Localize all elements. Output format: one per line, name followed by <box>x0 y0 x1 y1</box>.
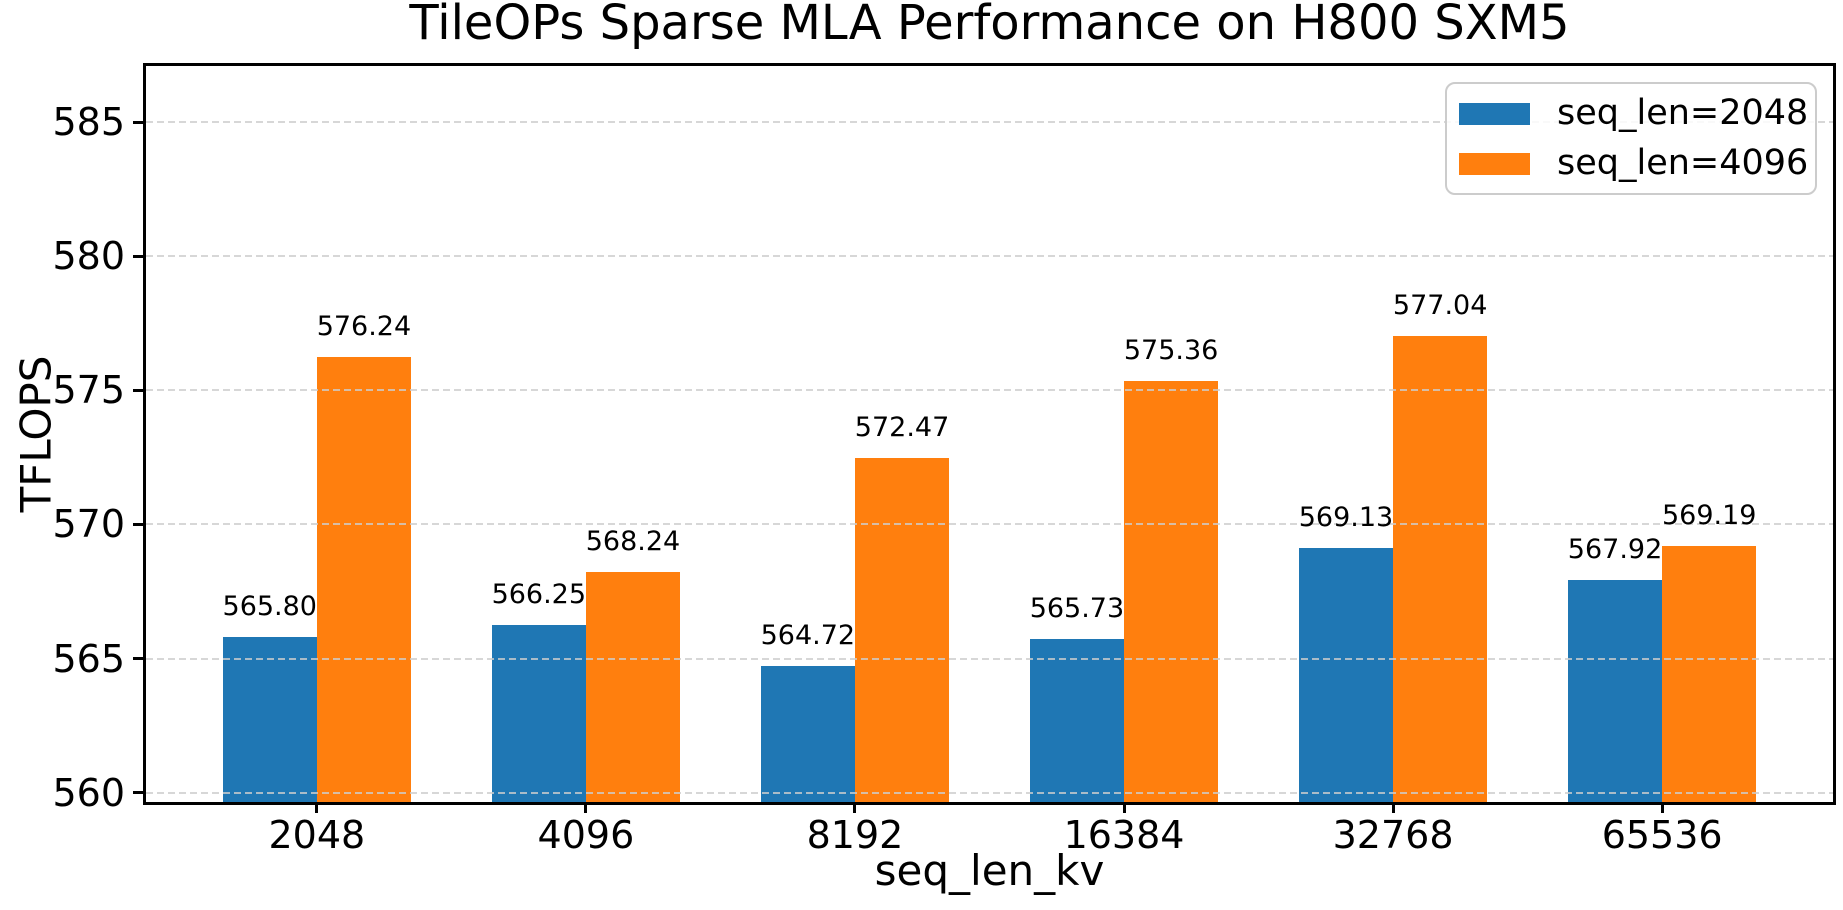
bar-seq-len-2048-32768 <box>1298 547 1394 802</box>
x-tick-label: 65536 <box>1601 813 1723 857</box>
bar-seq-len-4096-8192 <box>854 458 950 802</box>
legend-swatch-orange <box>1459 152 1530 175</box>
legend-label: seq_len=2048 <box>1557 93 1809 133</box>
bar-value-label: 566.25 <box>491 579 587 611</box>
x-tick <box>1391 803 1395 813</box>
x-tick-label: 32768 <box>1332 813 1454 857</box>
y-tick-label: 575 <box>52 368 125 413</box>
y-tick-label: 565 <box>52 636 125 681</box>
x-tick <box>315 803 319 813</box>
bar-value-label: 569.19 <box>1661 500 1757 532</box>
legend-item: seq_len=4096 <box>1459 145 1815 182</box>
chart-title: TileOPs Sparse MLA Performance on H800 S… <box>409 0 1570 51</box>
y-tick <box>133 791 143 795</box>
bar-value-label: 565.73 <box>1029 592 1125 624</box>
y-tick <box>133 388 143 392</box>
y-tick-label: 580 <box>52 234 125 279</box>
bar-seq-len-4096-4096 <box>585 571 681 802</box>
x-tick-label: 2048 <box>268 813 366 857</box>
bar-value-label: 577.04 <box>1392 289 1488 321</box>
legend-swatch-blue <box>1459 102 1530 125</box>
x-tick <box>1122 803 1126 813</box>
bar-value-label: 576.24 <box>316 311 412 343</box>
bar-seq-len-4096-32768 <box>1393 335 1488 802</box>
bar-value-label: 572.47 <box>854 412 950 444</box>
x-tick <box>584 803 588 813</box>
y-tick-label: 585 <box>52 100 125 145</box>
bar-value-label: 569.13 <box>1298 501 1394 533</box>
bar-seq-len-2048-16384 <box>1029 638 1124 802</box>
x-tick-label: 8192 <box>806 813 904 857</box>
x-axis-label: seq_len_kv <box>874 846 1105 895</box>
legend: seq_len=2048 seq_len=4096 <box>1445 82 1817 195</box>
gridline-y-580 <box>146 255 1833 258</box>
gridline-y-575 <box>146 389 1833 392</box>
y-tick <box>133 522 143 526</box>
x-tick-label: 16384 <box>1063 813 1185 857</box>
x-tick <box>1660 803 1664 813</box>
bar-value-label: 568.24 <box>585 525 681 557</box>
y-tick <box>133 254 143 258</box>
bar-value-label: 565.80 <box>222 591 317 623</box>
x-tick-label: 4096 <box>537 813 635 857</box>
y-tick-label: 560 <box>52 770 125 815</box>
legend-label: seq_len=4096 <box>1557 143 1809 183</box>
bar-seq-len-4096-65536 <box>1662 546 1757 802</box>
bar-seq-len-2048-2048 <box>222 637 317 802</box>
bar-seq-len-2048-8192 <box>760 666 855 802</box>
bar-value-label: 567.92 <box>1567 534 1663 566</box>
y-tick-label: 570 <box>52 502 125 547</box>
gridline-y-585 <box>146 121 1833 124</box>
bar-value-label: 575.36 <box>1123 334 1219 366</box>
legend-item: seq_len=2048 <box>1459 95 1815 132</box>
gridline-y-560 <box>146 791 1833 794</box>
bar-seq-len-4096-2048 <box>316 357 411 802</box>
bar-value-label: 564.72 <box>760 620 856 652</box>
bar-seq-len-4096-16384 <box>1124 380 1219 802</box>
gridline-y-565 <box>146 657 1833 660</box>
x-tick <box>853 803 857 813</box>
bar-seq-len-2048-65536 <box>1567 580 1663 802</box>
y-tick <box>133 120 143 124</box>
gridline-y-570 <box>146 523 1833 526</box>
bar-seq-len-2048-4096 <box>491 625 586 802</box>
y-tick <box>133 657 143 661</box>
